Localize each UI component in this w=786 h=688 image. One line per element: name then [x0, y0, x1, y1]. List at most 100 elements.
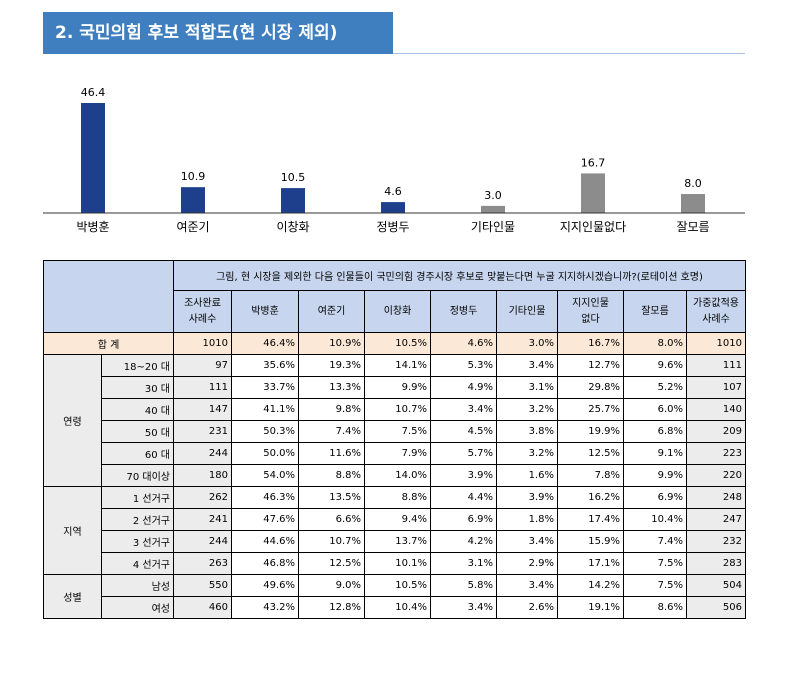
total-cell: 1010: [686, 332, 746, 355]
category-label: 여준기: [176, 220, 209, 234]
section-title: 2. 국민의힘 후보 적합도(현 시장 제외): [43, 12, 393, 54]
table-cell: 12.5%: [557, 442, 624, 465]
table-cell: 50.3%: [231, 420, 299, 443]
category-label: 잘모름: [676, 220, 709, 234]
table-row: 연령 18~20 대 97 35.6% 19.3% 14.1% 5.3% 3.4% 12.7% 9…: [43, 354, 746, 487]
bar: [81, 103, 105, 213]
table-cell: 8.8%: [298, 464, 365, 487]
data-label: 10.5: [281, 171, 306, 184]
table-cell: 6.0%: [623, 398, 687, 421]
table-cell: 6.6%: [298, 508, 365, 531]
table-cell: 25.7%: [557, 398, 624, 421]
table-cell: 283: [686, 552, 746, 575]
table-cell: 247: [686, 508, 746, 531]
total-cell: 16.7%: [557, 332, 624, 355]
row-label: 1 선거구: [101, 486, 174, 509]
table-cell: 7.5%: [364, 420, 431, 443]
table-cell: 19.3%: [298, 354, 365, 377]
table-cell: 460: [173, 596, 232, 619]
table-cell: 17.4%: [557, 508, 624, 531]
row-label: 50 대: [101, 420, 174, 443]
table-cell: 43.2%: [231, 596, 299, 619]
table-cell: 12.7%: [557, 354, 624, 377]
table-cell: 14.0%: [364, 464, 431, 487]
category-label: 박병훈: [76, 220, 109, 234]
table-cell: 14.1%: [364, 354, 431, 377]
table-cell: 5.3%: [430, 354, 497, 377]
table-cell: 13.7%: [364, 530, 431, 553]
data-label: 8.0: [684, 177, 702, 190]
group-label: 지역: [43, 486, 102, 575]
table-cell: 4.9%: [430, 376, 497, 399]
table-cell: 107: [686, 376, 746, 399]
table-cell: 10.5%: [364, 574, 431, 597]
category-label: 기타인물: [471, 220, 515, 234]
table-cell: 97: [173, 354, 232, 377]
table-cell: 111: [173, 376, 232, 399]
table-cell: 504: [686, 574, 746, 597]
table-row: 4 선거구 263 46.8% 12.5% 10.1% 3.1% 2.9% 17.1% 7.5%…: [44, 552, 746, 575]
bar: [581, 173, 605, 213]
table-cell: 3.1%: [430, 552, 497, 575]
table-cell: 147: [173, 398, 232, 421]
table-cell: 4.4%: [430, 486, 497, 509]
table-cell: 9.6%: [623, 354, 687, 377]
table-row: 성별 남성 550 49.6% 9.0% 10.5% 5.8% 3.4% 14.2% 7.5% 50…: [43, 574, 746, 619]
table-cell: 2.9%: [496, 552, 558, 575]
table-cell: 44.6%: [231, 530, 299, 553]
table-row: 60 대 244 50.0% 11.6% 7.9% 5.7% 3.2% 12.5% 9.1% 22…: [44, 442, 746, 465]
question-header: 그림, 현 시장을 제외한 다음 인물들이 국민의힘 경주시장 후보로 맞붙는다…: [173, 260, 746, 291]
row-label: 18~20 대: [101, 354, 174, 377]
table-cell: 9.0%: [298, 574, 365, 597]
table-cell: 6.9%: [623, 486, 687, 509]
total-cell: 4.6%: [430, 332, 497, 355]
table-cell: 10.4%: [623, 508, 687, 531]
table-cell: 244: [173, 442, 232, 465]
table-cell: 550: [173, 574, 232, 597]
data-label: 46.4: [81, 86, 106, 99]
table-cell: 4.2%: [430, 530, 497, 553]
table-cell: 12.5%: [298, 552, 365, 575]
row-label: 여성: [101, 596, 174, 619]
table-row: 30 대 111 33.7% 13.3% 9.9% 4.9% 3.1% 29.8% 5.2% 10…: [44, 376, 746, 399]
table-cell: 7.9%: [364, 442, 431, 465]
table-cell: 19.1%: [557, 596, 624, 619]
table-cell: 15.9%: [557, 530, 624, 553]
table-cell: 41.1%: [231, 398, 299, 421]
column-header: 가중값적용 사례수: [686, 290, 746, 333]
table-cell: 16.2%: [557, 486, 624, 509]
row-label: 40 대: [101, 398, 174, 421]
row-label: 3 선거구: [101, 530, 174, 553]
total-cell: 10.5%: [364, 332, 431, 355]
header-corner: [43, 260, 174, 333]
data-label: 10.9: [181, 170, 206, 183]
table-cell: 7.4%: [298, 420, 365, 443]
table-cell: 19.9%: [557, 420, 624, 443]
table-cell: 7.5%: [623, 552, 687, 575]
table-cell: 244: [173, 530, 232, 553]
data-label: 3.0: [484, 189, 502, 202]
table-cell: 9.9%: [364, 376, 431, 399]
row-label: 60 대: [101, 442, 174, 465]
column-header: 조사완료 사례수: [173, 290, 232, 333]
title-divider: [393, 53, 745, 54]
table-cell: 8.6%: [623, 596, 687, 619]
table-cell: 231: [173, 420, 232, 443]
results-table: 그림, 현 시장을 제외한 다음 인물들이 국민의힘 경주시장 후보로 맞붙는다…: [43, 260, 746, 619]
table-cell: 47.6%: [231, 508, 299, 531]
table-cell: 9.1%: [623, 442, 687, 465]
bar: [681, 194, 705, 213]
table-cell: 248: [686, 486, 746, 509]
table-cell: 180: [173, 464, 232, 487]
table-cell: 3.4%: [496, 354, 558, 377]
table-cell: 220: [686, 464, 746, 487]
table-row: 50 대 231 50.3% 7.4% 7.5% 4.5% 3.8% 19.9% 6.8% 209: [44, 420, 746, 443]
table-cell: 2.6%: [496, 596, 558, 619]
group-label: 성별: [43, 574, 102, 619]
table-cell: 3.2%: [496, 442, 558, 465]
total-cell: 10.9%: [298, 332, 365, 355]
group-label: 연령: [43, 354, 102, 487]
table-row: 2 선거구 241 47.6% 6.6% 9.4% 6.9% 1.8% 17.4% 10.4% 2…: [44, 508, 746, 531]
table-cell: 10.1%: [364, 552, 431, 575]
